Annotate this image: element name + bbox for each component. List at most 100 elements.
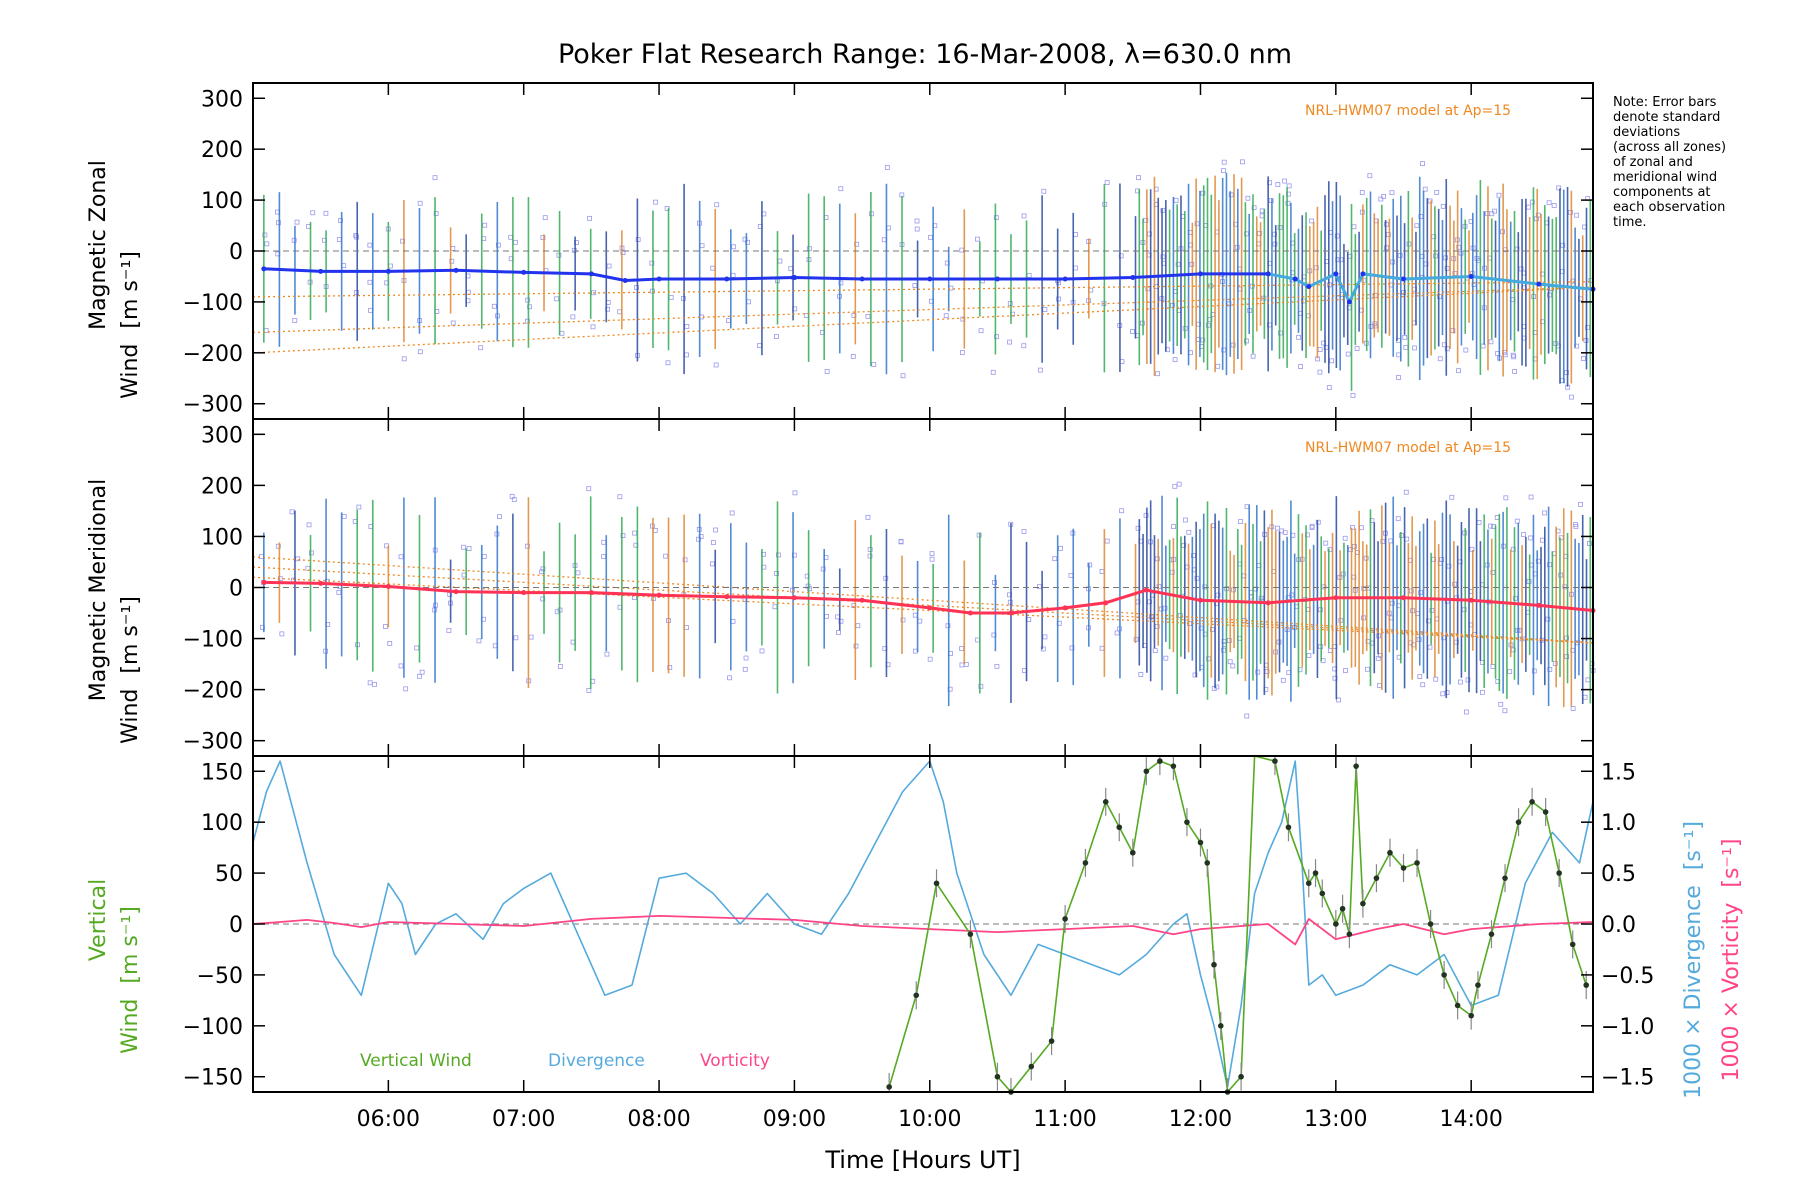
scatter-point [1160,254,1166,260]
divergence-tick-label: −0.5 [1601,964,1654,989]
note-line-3: deviations [1613,125,1680,140]
vertical-wind-point [1211,961,1217,968]
scatter-point [1488,523,1493,529]
scatter-point [1587,541,1592,546]
scatter-point [1384,221,1389,227]
scatter-point [1130,329,1135,334]
scatter-point [1244,338,1249,344]
divergence-series [252,760,1594,1088]
scatter-point [497,514,502,520]
scatter-point [1278,330,1283,336]
mean-wind-point [453,267,459,273]
scatter-point [1546,200,1552,206]
scatter-point [1433,676,1439,682]
mean-wind-point [1062,605,1068,611]
scatter-point [617,494,623,500]
y-tick-label: 300 [201,423,243,448]
mean-wind-point [994,276,1000,282]
scatter-point [1444,265,1450,271]
scatter-point [1172,483,1178,489]
vertical-wind-point [1204,860,1211,866]
scatter-point [1568,209,1573,215]
scatter-point [1580,356,1586,361]
scatter-point [745,239,750,245]
scatter-point [1334,233,1340,239]
mean-wind-point [927,605,933,611]
vertical-wind-point [1427,921,1434,927]
vertical-wind-point [1515,819,1522,825]
scatter-point [1143,512,1149,518]
mean-wind-point [261,266,267,272]
mean-wind-point [521,269,527,275]
vertical-wind-point [1333,921,1339,927]
y-tick-label: 100 [201,811,243,836]
scatter-point [1511,354,1517,360]
vertical-wind-point [1312,870,1319,876]
scatter-point [1510,352,1516,358]
scatter-point [993,215,999,221]
x-tick-label: 08:00 [627,1107,690,1132]
scatter-point [309,550,314,556]
divergence-line [252,760,1594,1088]
scatter-point [1547,667,1553,672]
scatter-point [276,220,281,226]
vorticity-y-unit: [s⁻¹] [1719,839,1744,888]
scatter-point [1569,394,1574,400]
scatter-point [1058,545,1064,551]
vorticity-y-label-text: 1000 × Vorticity [1719,903,1744,1082]
vertical-wind-point [1454,1002,1461,1009]
vertical-y-label-2: Wind [m s⁻¹] [118,906,143,1054]
scatter-point [478,345,484,351]
zonal-y-label-2: Wind [m s⁻¹] [118,251,143,399]
scatter-point [774,334,779,339]
scatter-point [994,663,1000,669]
chart-title: Poker Flat Research Range: 16-Mar-2008, … [558,39,1292,70]
scatter-point [1489,211,1495,217]
scatter-point [1350,393,1356,398]
mean-wind-point [1265,600,1271,606]
scatter-point [1230,342,1236,348]
scatter-point [759,648,765,654]
vertical-wind-point [1116,824,1123,831]
scatter-point [1336,697,1341,703]
mean-wind-point [724,276,730,282]
divergence-tick-label: 1.0 [1601,811,1636,836]
scatter-point [1498,701,1504,707]
scatter-point [1282,530,1288,536]
scatter-point [1156,584,1162,589]
scatter-point [1038,367,1043,373]
scatter-point [1408,588,1414,594]
scatter-point [1465,677,1471,683]
scatter-point [398,554,404,560]
scatter-point [1350,524,1355,530]
scatter-point [1289,592,1295,598]
scatter-point [1574,212,1580,218]
scatter-point [1183,517,1188,523]
mean-wind-point [318,580,324,586]
mean-wind-point [1130,274,1136,280]
zonal-y-label-line-2: Wind [118,344,143,399]
scatter-point [1230,663,1236,669]
mean-wind-point [1333,595,1339,601]
scatter-point [1403,489,1409,495]
model-curve [252,286,1594,354]
model-curve [252,281,1594,298]
scatter-point [1200,337,1206,343]
legend-vertical-wind: Vertical Wind [360,1051,472,1071]
scatter-point [1514,518,1520,524]
scatter-point [978,683,984,689]
scatter-point [586,688,592,693]
scatter-point [1306,652,1312,658]
scatter-point [1452,581,1458,587]
scatter-point [914,226,920,232]
scatter-point [1251,205,1257,211]
note-line-7: components at [1613,185,1711,200]
mean-wind-point [1008,610,1014,616]
scatter-point [513,635,519,641]
mean-wind-point [1401,276,1407,282]
scatter-point [1192,672,1198,678]
scatter-point [929,551,935,557]
mean-wind-point [1468,597,1474,603]
model-curve [252,566,1594,644]
scatter-point [1449,494,1455,500]
